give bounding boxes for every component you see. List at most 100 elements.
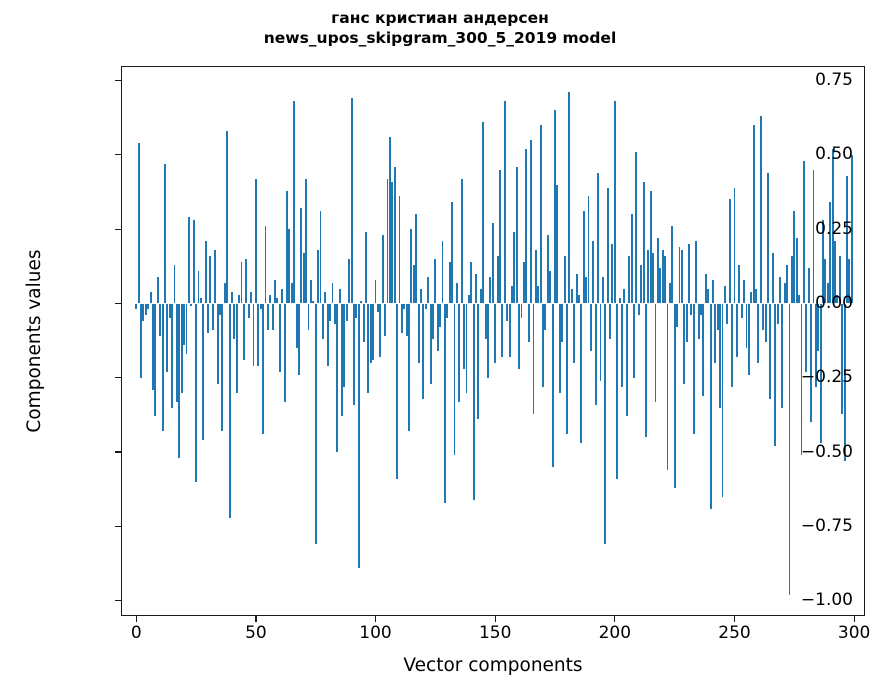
bar (678, 247, 681, 304)
bar (350, 98, 353, 304)
bar (137, 142, 140, 304)
bar (286, 190, 288, 304)
bar (683, 303, 686, 384)
bar (812, 169, 815, 304)
bar (190, 303, 193, 307)
bar (441, 241, 444, 304)
y-tick-label: −0.50 (800, 441, 853, 462)
bar (731, 303, 734, 387)
y-tick-mark (115, 302, 122, 305)
bar (642, 181, 645, 304)
bar (537, 285, 540, 304)
bar (834, 241, 836, 304)
bar (829, 202, 832, 304)
bar (252, 303, 255, 366)
bar (408, 303, 410, 432)
bar (838, 255, 841, 304)
bar (269, 294, 272, 304)
bar (319, 211, 322, 304)
y-tick-mark (115, 451, 122, 453)
bar (443, 303, 446, 503)
bar (333, 303, 336, 325)
bar (324, 291, 327, 304)
bar (278, 303, 281, 372)
bar (424, 303, 427, 310)
bar (321, 303, 324, 340)
y-tick-label: −1.00 (800, 590, 853, 611)
bar (140, 303, 142, 378)
bar (707, 288, 710, 304)
bar (362, 303, 365, 343)
bar (549, 270, 552, 304)
bar (489, 276, 492, 304)
bar (762, 303, 765, 331)
bar (786, 264, 789, 304)
bar (463, 303, 466, 369)
x-tick-label: 300 (837, 623, 871, 643)
bar (195, 303, 197, 482)
bar (585, 276, 588, 304)
bar (381, 235, 384, 304)
bar (826, 282, 829, 304)
bar (685, 303, 688, 343)
y-tick-label: 0.00 (815, 293, 853, 313)
bar (348, 258, 351, 304)
bar (611, 244, 614, 304)
bar (451, 202, 454, 304)
bar (688, 244, 690, 304)
bar (680, 249, 683, 304)
bar (417, 303, 420, 363)
bar (247, 303, 250, 319)
bar (271, 303, 274, 331)
bar (721, 303, 724, 497)
bar (211, 303, 214, 331)
bar (630, 214, 633, 304)
bar (561, 303, 564, 343)
bar (594, 303, 597, 405)
bar (628, 255, 631, 304)
bar (369, 303, 372, 363)
bar (848, 258, 851, 304)
bar (178, 303, 181, 459)
bar (723, 285, 726, 304)
bar (281, 288, 284, 304)
bar (518, 303, 521, 369)
bar (374, 279, 377, 304)
bar (738, 264, 741, 304)
bar (216, 303, 219, 384)
bar (288, 229, 291, 304)
bar (601, 276, 604, 304)
bar (300, 208, 303, 304)
bar (412, 264, 415, 304)
bar (709, 303, 712, 509)
bar (592, 241, 595, 304)
bar (714, 303, 717, 363)
bar (231, 291, 233, 304)
bar (336, 303, 339, 453)
bar (539, 125, 542, 304)
bar (673, 303, 676, 488)
bar (448, 261, 451, 304)
bar (250, 291, 253, 304)
bar (755, 288, 757, 304)
bar (664, 255, 667, 304)
bar (621, 303, 623, 387)
bar (774, 303, 777, 447)
bar (635, 151, 638, 304)
bar (312, 300, 315, 304)
bar (824, 258, 827, 304)
bar-series (122, 67, 864, 615)
bar (214, 249, 217, 304)
bar (692, 303, 695, 435)
bar (439, 303, 442, 328)
x-tick-label: 200 (598, 623, 632, 643)
bar (568, 92, 571, 304)
chart-title-line-1: ганс кристиан андерсен (331, 9, 549, 27)
y-tick-label: 0.75 (815, 70, 853, 91)
bar (513, 232, 516, 304)
bar (398, 196, 401, 304)
bar (197, 270, 200, 304)
bar (510, 285, 513, 304)
bar (704, 273, 707, 304)
bar (814, 303, 817, 387)
